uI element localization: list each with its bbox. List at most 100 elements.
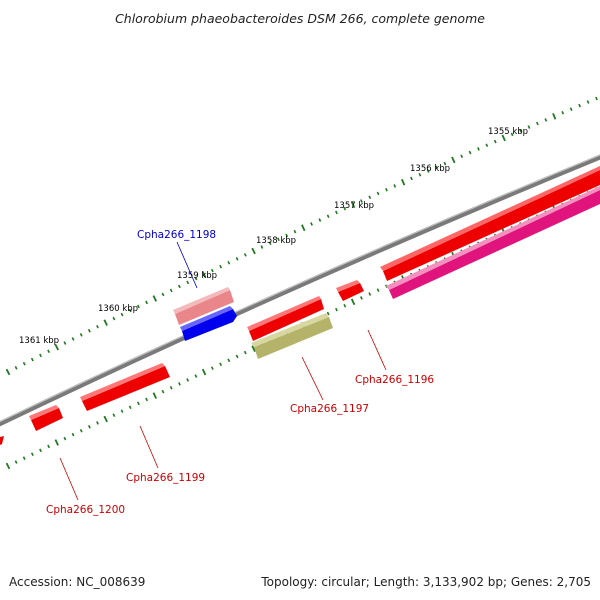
scale-tick [485, 143, 489, 148]
scale-tick [350, 201, 356, 209]
scale-tick [30, 452, 34, 457]
gene-magenta[interactable] [386, 186, 600, 299]
gene-labels: Cpha266_1196 Cpha266_1197 Cpha266_1198 C… [46, 229, 434, 516]
scale-tick [219, 264, 223, 269]
scale-tick [235, 257, 239, 261]
scale-tick [368, 292, 372, 296]
scale-tick [326, 214, 330, 219]
scale-tick [251, 247, 256, 255]
scale-label-1355: 1355 kbp [488, 127, 528, 137]
scale-tick [301, 224, 306, 232]
gene-features [0, 166, 600, 445]
scale-tick [54, 439, 59, 446]
scale-tick [376, 288, 380, 292]
scale-tick [343, 303, 347, 308]
scale-tick [243, 253, 247, 257]
scale-tick [393, 184, 397, 188]
gene-small-red[interactable] [336, 280, 364, 301]
scale-tick [544, 118, 548, 122]
scale-tick [477, 147, 480, 151]
scale-tick [368, 195, 372, 200]
scale-tick [201, 271, 207, 278]
scale-tick [39, 448, 42, 453]
scale-tick [276, 237, 280, 242]
scale-tick [343, 206, 347, 211]
scale-tick [519, 128, 522, 133]
gene-label-1200[interactable]: Cpha266_1200 [46, 504, 125, 516]
scale-tick [128, 405, 132, 410]
scale-labels: 1355 kbp 1356 kbp 1357 kbp 1358 kbp 1359… [19, 127, 528, 346]
gene-cpha266-1196[interactable] [380, 166, 600, 281]
scale-tick [460, 154, 464, 159]
scale-tick [376, 191, 380, 196]
scale-tick [186, 378, 190, 382]
scale-label-1361: 1361 kbp [19, 336, 59, 346]
gene-cpha266-1199[interactable] [80, 363, 170, 411]
scale-tick [435, 165, 438, 170]
scale-label-1360: 1360 kbp [98, 304, 138, 314]
scale-tick [87, 328, 91, 333]
gene-cpha266-1198[interactable] [173, 287, 234, 325]
topology-text: Topology: circular; Length: 3,133,902 bp… [260, 575, 591, 589]
gene-edge-left[interactable] [0, 436, 4, 445]
scale-label-1357: 1357 kbp [334, 201, 374, 211]
gene-olive[interactable] [251, 313, 333, 359]
scale-tick [210, 366, 214, 370]
scale-tick [227, 260, 231, 265]
scale-tick [493, 139, 497, 144]
scale-tick [536, 121, 539, 126]
scale-tick [54, 343, 60, 351]
scale-tick [145, 397, 149, 402]
map-title: Chlorobium phaeobacteroides DSM 266, com… [115, 11, 485, 26]
gene-cpha266-1200[interactable] [29, 405, 63, 431]
scale-tick [145, 300, 149, 305]
scale-label-1358: 1358 kbp [256, 236, 296, 246]
gene-cpha266-1197[interactable] [247, 296, 324, 341]
scale-tick [510, 132, 514, 137]
scale-tick [243, 350, 247, 355]
gene-label-1198[interactable]: Cpha266_1198 [137, 229, 216, 241]
scale-tick [63, 436, 67, 441]
scale-tick [335, 210, 338, 215]
scale-tick [501, 134, 506, 142]
scale-tick [293, 229, 297, 234]
scale-tick [120, 409, 124, 413]
accession-text: Accession: NC_008639 [9, 575, 145, 589]
gene-label-1199[interactable]: Cpha266_1199 [126, 472, 205, 484]
scale-tick [400, 178, 406, 186]
scale-tick [14, 366, 18, 370]
scale-tick [561, 110, 565, 115]
scale-tick [360, 199, 363, 203]
scale-tick [120, 312, 124, 317]
scale-tick [219, 362, 223, 367]
scale-tick [152, 295, 158, 302]
scale-tick [578, 103, 581, 108]
gene-blue[interactable] [180, 306, 237, 341]
scale-tick [136, 304, 140, 309]
genome-backbone [0, 154, 600, 427]
scale-tick [79, 428, 83, 433]
scale-tick [595, 96, 598, 101]
scale-tick [569, 107, 573, 112]
scale-tick [210, 268, 214, 273]
gene-label-1197[interactable]: Cpha266_1197 [290, 403, 369, 415]
scale-label-1359: 1359 kbp [177, 271, 217, 281]
scale-tick [22, 456, 26, 460]
scale-tick [96, 324, 99, 329]
gene-label-1196[interactable]: Cpha266_1196 [355, 374, 434, 386]
scale-tick [468, 150, 472, 155]
label-leaders [59, 241, 387, 501]
scale-tick [326, 311, 330, 316]
scale-tick [418, 172, 422, 177]
scale-tick [71, 432, 75, 437]
scale-tick [161, 389, 165, 394]
scale-tick [169, 288, 173, 293]
scale-tick [350, 298, 356, 306]
scale-tick [359, 296, 363, 300]
scale-tick [552, 113, 557, 120]
scale-tick [79, 333, 83, 337]
scale-tick [385, 187, 388, 192]
scale-tick [177, 284, 181, 289]
scale-tick [136, 401, 140, 406]
